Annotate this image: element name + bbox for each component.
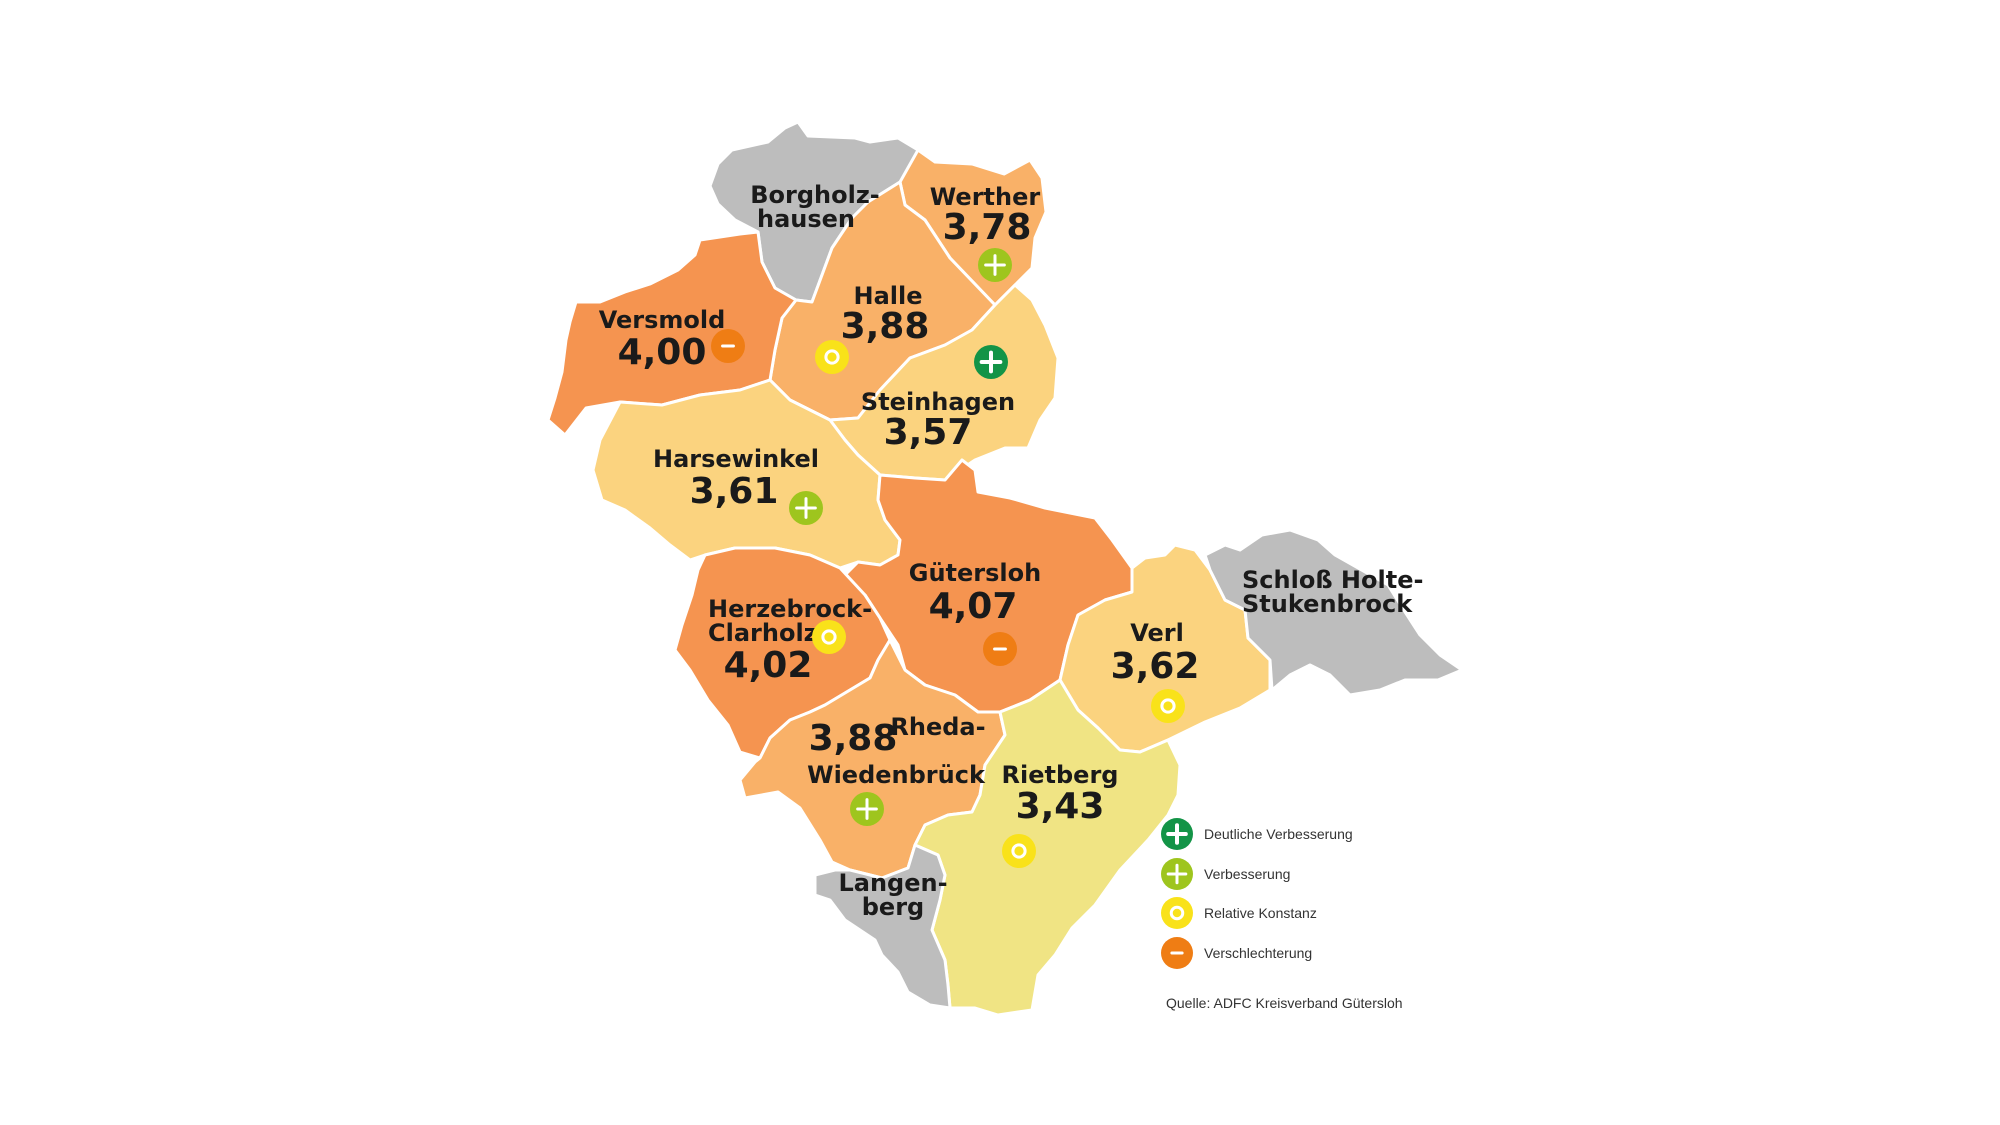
legend-badge-deutliche-verbesserung bbox=[1161, 818, 1193, 850]
legend-badge-verbesserung bbox=[1161, 858, 1193, 890]
versmold-score: 4,00 bbox=[618, 332, 707, 373]
regions bbox=[546, 120, 1464, 1017]
steinhagen-score: 3,57 bbox=[884, 412, 973, 453]
trend-badges bbox=[711, 248, 1185, 868]
circle-icon bbox=[1169, 905, 1185, 921]
steinhagen-name: Steinhagen bbox=[861, 388, 1015, 416]
labels: Borgholz- hausen Werther 3,78 Halle 3,88… bbox=[599, 181, 1424, 921]
legend-label-verschlechterung: Verschlechterung bbox=[1204, 945, 1312, 961]
legend-badge-relative-konstanz bbox=[1161, 897, 1193, 929]
guetersloh-name: Gütersloh bbox=[909, 559, 1041, 587]
source-note: Quelle: ADFC Kreisverband Gütersloh bbox=[1166, 995, 1403, 1011]
herzebrock-trend-badge bbox=[812, 620, 846, 654]
rietberg-score: 3,43 bbox=[1016, 786, 1105, 827]
guetersloh-score: 4,07 bbox=[929, 586, 1018, 627]
werther-trend-badge bbox=[978, 248, 1012, 282]
halle-name: Halle bbox=[853, 282, 922, 310]
guetersloh-trend-badge bbox=[983, 632, 1017, 666]
werther-score: 3,78 bbox=[943, 207, 1032, 248]
schloss-name-line1: Schloß Holte- bbox=[1242, 566, 1423, 594]
werther-name: Werther bbox=[930, 183, 1041, 211]
region-rietberg[interactable] bbox=[913, 678, 1182, 1017]
versmold-trend-badge bbox=[711, 329, 745, 363]
rheda-trend-badge bbox=[850, 792, 884, 826]
legend-label-relative-konstanz: Relative Konstanz bbox=[1204, 905, 1317, 921]
legend: Deutliche Verbesserung Verbesserung Rela… bbox=[1161, 818, 1403, 1011]
herzebrock-name-line2: Clarholz bbox=[708, 619, 818, 647]
versmold-name: Versmold bbox=[599, 306, 726, 334]
circle-icon bbox=[821, 629, 837, 645]
verl-score: 3,62 bbox=[1111, 646, 1200, 687]
region-versmold[interactable] bbox=[546, 230, 798, 437]
circle-icon bbox=[1011, 843, 1027, 859]
rheda-name-line2: Wiedenbrück bbox=[807, 761, 986, 789]
halle-trend-badge bbox=[815, 340, 849, 374]
badge-disc bbox=[812, 620, 846, 654]
harsewinkel-name: Harsewinkel bbox=[653, 445, 819, 473]
halle-score: 3,88 bbox=[841, 306, 930, 347]
badge-disc bbox=[1002, 834, 1036, 868]
region-langenberg[interactable] bbox=[813, 843, 952, 1010]
rietberg-trend-badge bbox=[1002, 834, 1036, 868]
langenberg-name-line2: berg bbox=[862, 893, 924, 921]
rheda-name-line1: Rheda- bbox=[890, 713, 985, 741]
legend-label-deutliche-verbesserung: Deutliche Verbesserung bbox=[1204, 826, 1353, 842]
harsewinkel-score: 3,61 bbox=[690, 471, 779, 512]
rheda-score: 3,88 bbox=[809, 718, 898, 759]
region-verl[interactable] bbox=[1058, 543, 1272, 754]
herzebrock-name-line1: Herzebrock- bbox=[708, 595, 872, 623]
legend-badge-verschlechterung bbox=[1161, 937, 1193, 969]
badge-disc bbox=[1151, 689, 1185, 723]
region-schloss-holte-stukenbrock[interactable] bbox=[1203, 528, 1464, 697]
borgholzhausen-name-line2: hausen bbox=[757, 205, 855, 233]
langenberg-name-line1: Langen- bbox=[838, 869, 947, 897]
badge-disc bbox=[1161, 897, 1193, 929]
rietberg-name: Rietberg bbox=[1002, 761, 1119, 789]
harsewinkel-trend-badge bbox=[789, 491, 823, 525]
verl-name: Verl bbox=[1130, 619, 1184, 647]
badge-disc bbox=[815, 340, 849, 374]
circle-icon bbox=[1160, 698, 1176, 714]
borgholzhausen-name-line1: Borgholz- bbox=[750, 181, 880, 209]
verl-trend-badge bbox=[1151, 689, 1185, 723]
legend-label-verbesserung: Verbesserung bbox=[1204, 866, 1290, 882]
circle-icon bbox=[824, 349, 840, 365]
herzebrock-score: 4,02 bbox=[724, 645, 813, 686]
steinhagen-trend-badge bbox=[974, 345, 1008, 379]
schloss-name-line2: Stukenbrock bbox=[1242, 590, 1413, 618]
